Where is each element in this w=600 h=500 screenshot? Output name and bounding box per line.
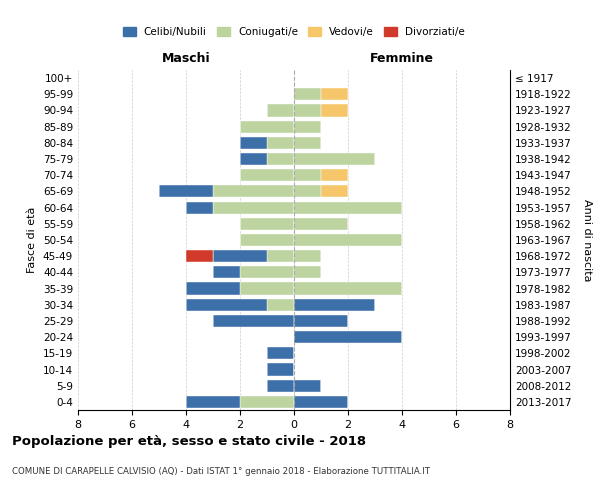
Bar [294,218,348,230]
Bar [186,202,213,213]
Bar [213,202,294,213]
Bar [240,169,294,181]
Bar [294,396,348,408]
Bar [240,153,267,165]
Text: Femmine: Femmine [370,52,434,65]
Bar [294,266,321,278]
Text: COMUNE DI CARAPELLE CALVISIO (AQ) - Dati ISTAT 1° gennaio 2018 - Elaborazione TU: COMUNE DI CARAPELLE CALVISIO (AQ) - Dati… [12,468,430,476]
Bar [294,120,321,132]
Bar [267,298,294,311]
Bar [240,218,294,230]
Text: Maschi: Maschi [161,52,211,65]
Bar [159,186,213,198]
Bar [240,266,294,278]
Bar [294,137,321,149]
Bar [267,250,294,262]
Bar [240,396,294,408]
Bar [186,298,267,311]
Bar [240,234,294,246]
Bar [213,250,267,262]
Bar [267,348,294,360]
Bar [294,331,402,343]
Bar [186,282,240,294]
Y-axis label: Anni di nascita: Anni di nascita [583,198,592,281]
Legend: Celibi/Nubili, Coniugati/e, Vedovi/e, Divorziati/e: Celibi/Nubili, Coniugati/e, Vedovi/e, Di… [119,22,469,41]
Bar [267,153,294,165]
Bar [267,380,294,392]
Bar [213,315,294,327]
Bar [186,396,240,408]
Bar [213,266,240,278]
Bar [321,104,348,117]
Bar [294,282,402,294]
Bar [321,169,348,181]
Text: Popolazione per età, sesso e stato civile - 2018: Popolazione per età, sesso e stato civil… [12,435,366,448]
Bar [240,282,294,294]
Bar [240,137,267,149]
Bar [294,298,375,311]
Bar [294,380,321,392]
Bar [294,88,321,101]
Bar [294,153,375,165]
Bar [186,250,213,262]
Bar [267,104,294,117]
Bar [240,120,294,132]
Bar [294,250,321,262]
Bar [321,88,348,101]
Bar [294,315,348,327]
Bar [267,137,294,149]
Bar [294,234,402,246]
Y-axis label: Fasce di età: Fasce di età [28,207,37,273]
Bar [294,202,402,213]
Bar [294,169,321,181]
Bar [294,104,321,117]
Bar [294,186,321,198]
Bar [267,364,294,376]
Bar [213,186,294,198]
Bar [321,186,348,198]
